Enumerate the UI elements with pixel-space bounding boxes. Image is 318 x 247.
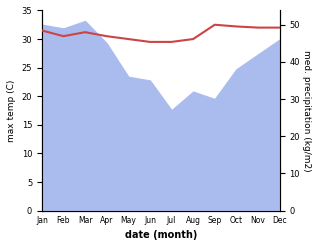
Y-axis label: med. precipitation (kg/m2): med. precipitation (kg/m2) xyxy=(302,50,311,171)
Y-axis label: max temp (C): max temp (C) xyxy=(7,79,16,142)
X-axis label: date (month): date (month) xyxy=(125,230,197,240)
